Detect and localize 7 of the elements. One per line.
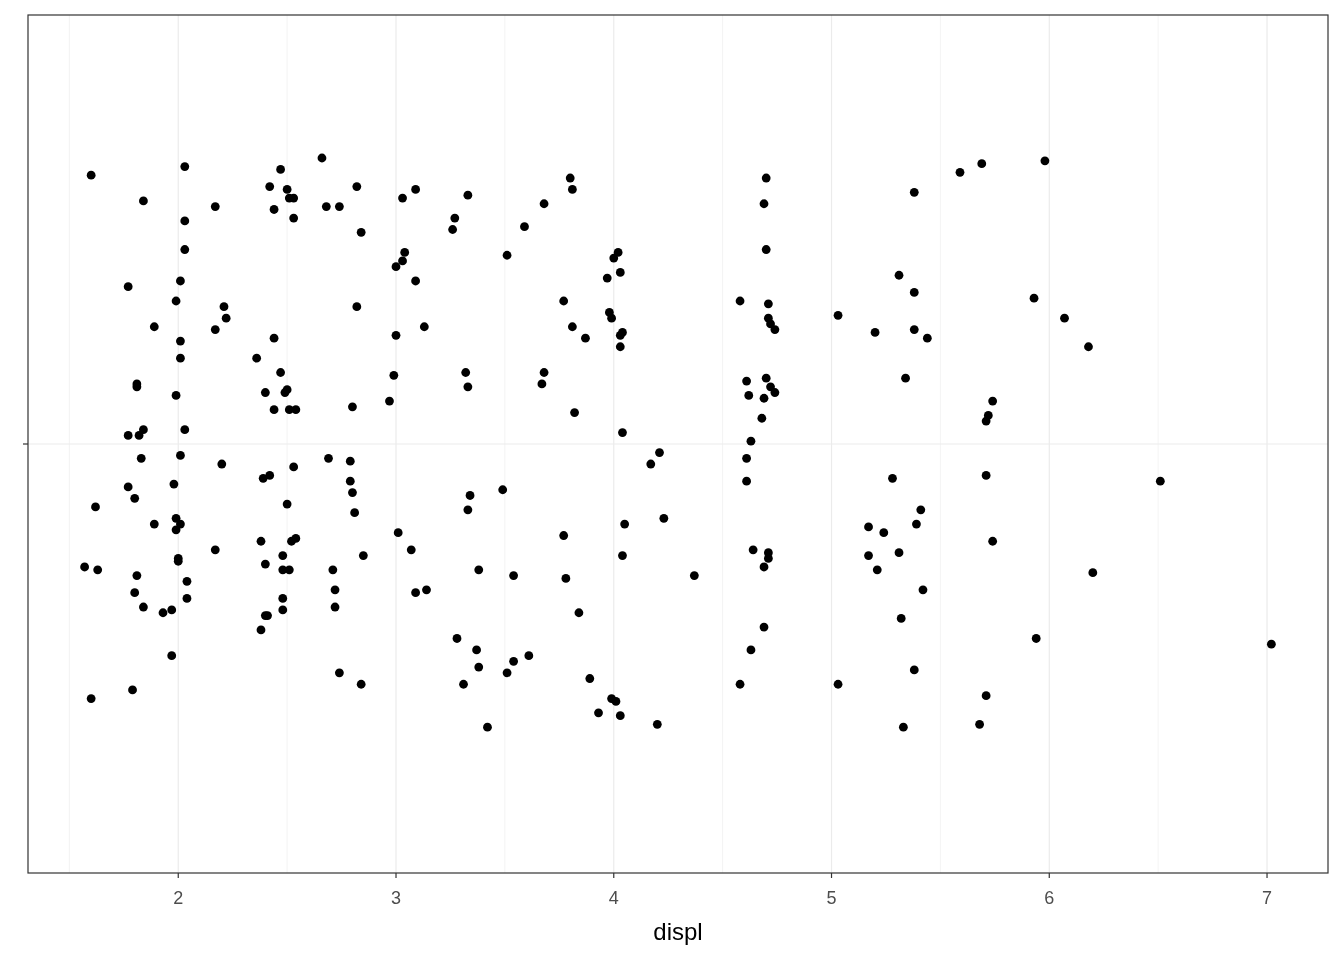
x-tick-label: 3 (391, 888, 402, 908)
x-axis-title: displ (653, 918, 703, 945)
x-tick-label: 2 (173, 888, 184, 908)
x-tick-label: 5 (826, 888, 837, 908)
x-tick-label: 6 (1044, 888, 1055, 908)
x-tick-label: 4 (608, 888, 619, 908)
x-tick-label: 7 (1262, 888, 1273, 908)
